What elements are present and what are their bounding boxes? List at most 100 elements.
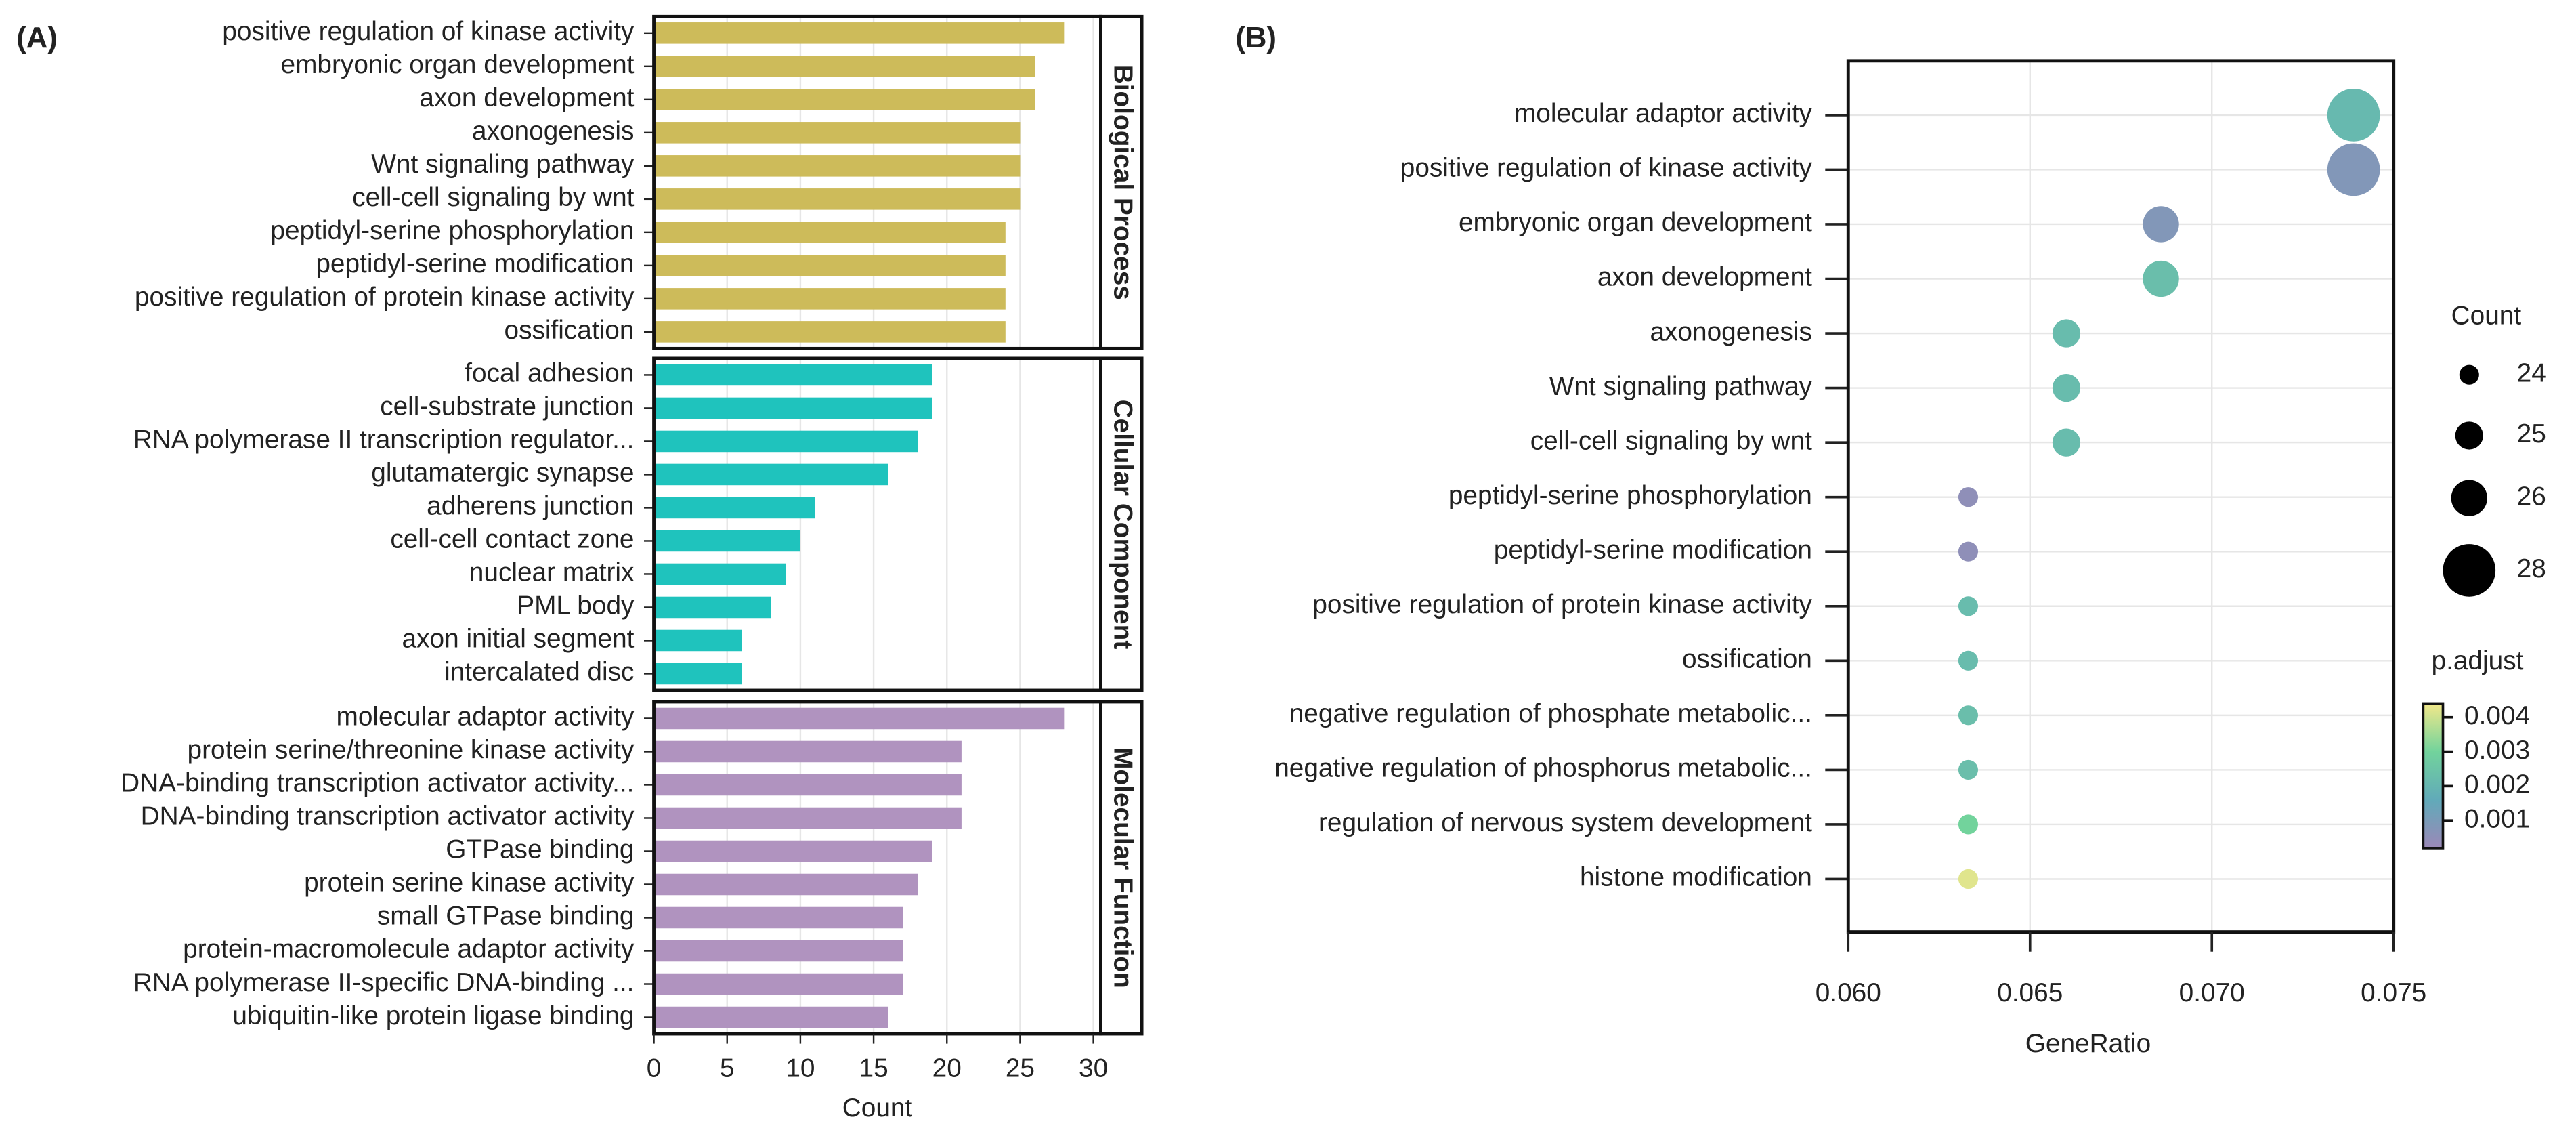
category-label: axon initial segment [402, 625, 635, 654]
facet-strip [1099, 14, 1144, 350]
category-label: positive regulation of kinase activity [222, 17, 635, 46]
colorbar-label: 0.002 [2464, 770, 2530, 799]
bar [653, 321, 1006, 343]
category-label: cell-cell signaling by wnt [352, 183, 634, 212]
bar [653, 1006, 888, 1028]
panel-label: (B) [1235, 21, 1276, 54]
category-label: PML body [517, 591, 635, 621]
category-label: axon development [419, 83, 634, 112]
legend-size-key [2451, 480, 2487, 516]
bar [653, 497, 815, 519]
category-label: cell-substrate junction [380, 392, 634, 421]
bar [653, 774, 962, 796]
plot-frame [1846, 59, 2396, 934]
category-label: ossification [505, 316, 635, 345]
x-axis-title: Count [842, 1093, 913, 1123]
category-label: positive regulation of protein kinase ac… [135, 282, 635, 312]
bar [653, 873, 918, 896]
point [2052, 319, 2081, 348]
category-label: histone modification [1580, 863, 1812, 892]
bar [653, 629, 742, 652]
category-label: axonogenesis [472, 117, 634, 146]
category-label: positive regulation of kinase activity [1400, 154, 1813, 183]
legend-title: p.adjust [2432, 646, 2524, 675]
legend-title: Count [2451, 301, 2522, 331]
category-label: molecular adaptor activity [337, 703, 635, 732]
bar [653, 807, 962, 829]
bar [653, 155, 1021, 177]
bar [653, 56, 1035, 77]
legend-size-label: 26 [2517, 482, 2546, 511]
category-label: axon development [1597, 263, 1812, 292]
category-label: positive regulation of protein kinase ac… [1312, 590, 1812, 619]
x-tick-label: 0 [647, 1054, 662, 1083]
legend-size-label: 25 [2517, 419, 2546, 448]
category-label: peptidyl-serine modification [1494, 535, 1812, 564]
category-label: DNA-binding transcription activator acti… [141, 802, 635, 831]
category-label: negative regulation of phosphate metabol… [1289, 699, 1812, 728]
category-label: axonogenesis [1650, 317, 1811, 346]
bar [653, 22, 1065, 44]
bar [653, 222, 1006, 243]
colorbar-label: 0.001 [2464, 804, 2530, 833]
category-label: peptidyl-serine phosphorylation [1448, 481, 1812, 510]
x-tick-label: 15 [859, 1054, 888, 1083]
x-tick-label: 0.075 [2361, 978, 2426, 1007]
bar [653, 906, 903, 929]
panel-label: (A) [16, 21, 58, 54]
point [2327, 143, 2380, 196]
x-tick-label: 10 [786, 1054, 815, 1083]
colorbar-label: 0.004 [2464, 701, 2530, 730]
facet-label: Biological Process [1109, 65, 1138, 300]
category-label: RNA polymerase II-specific DNA-binding .… [133, 968, 635, 997]
point [1958, 814, 1979, 835]
category-label: ossification [1682, 645, 1812, 674]
category-label: Wnt signaling pathway [1549, 372, 1813, 401]
point [2143, 260, 2179, 297]
point [1958, 759, 1979, 780]
facet-label: Cellular Component [1109, 400, 1138, 650]
bar [653, 707, 1065, 730]
bar [653, 973, 903, 995]
bar [653, 663, 742, 685]
x-tick-label: 0.060 [1816, 978, 1881, 1007]
category-label: small GTPase binding [377, 902, 635, 931]
category-label: focal adhesion [465, 359, 634, 388]
point [2143, 206, 2179, 243]
facet-label: Molecular Function [1109, 747, 1138, 988]
point [1958, 869, 1979, 890]
x-axis-title: GeneRatio [2025, 1029, 2151, 1058]
category-label: adherens junction [427, 492, 634, 521]
category-label: negative regulation of phosphorus metabo… [1274, 754, 1812, 783]
facet-strip [1099, 700, 1144, 1036]
bar [653, 463, 888, 486]
bar [653, 740, 962, 763]
category-label: protein serine kinase activity [304, 869, 635, 898]
x-tick-label: 25 [1006, 1054, 1035, 1083]
point [1958, 596, 1979, 616]
point [1958, 705, 1979, 726]
bar [653, 255, 1006, 276]
category-label: nuclear matrix [469, 558, 635, 587]
category-label: GTPase binding [446, 835, 634, 864]
category-label: glutamatergic synapse [371, 459, 634, 488]
legend-size-label: 28 [2517, 554, 2546, 583]
colorbar-label: 0.003 [2464, 736, 2530, 765]
colorbar [2422, 702, 2445, 850]
x-tick-label: 30 [1079, 1054, 1108, 1083]
category-label: peptidyl-serine phosphorylation [270, 216, 634, 245]
category-label: RNA polymerase II transcription regulato… [133, 425, 635, 455]
facet-strip [1099, 356, 1144, 692]
category-label: embryonic organ development [281, 50, 635, 79]
bar [653, 596, 771, 619]
bar [653, 122, 1021, 144]
x-tick-label: 0.065 [1997, 978, 2063, 1007]
bar [653, 840, 932, 862]
x-tick-label: 5 [720, 1054, 735, 1083]
x-tick-label: 0.070 [2179, 978, 2245, 1007]
category-label: protein-macromolecule adaptor activity [183, 935, 635, 964]
bar [653, 397, 932, 419]
bar [653, 530, 800, 552]
